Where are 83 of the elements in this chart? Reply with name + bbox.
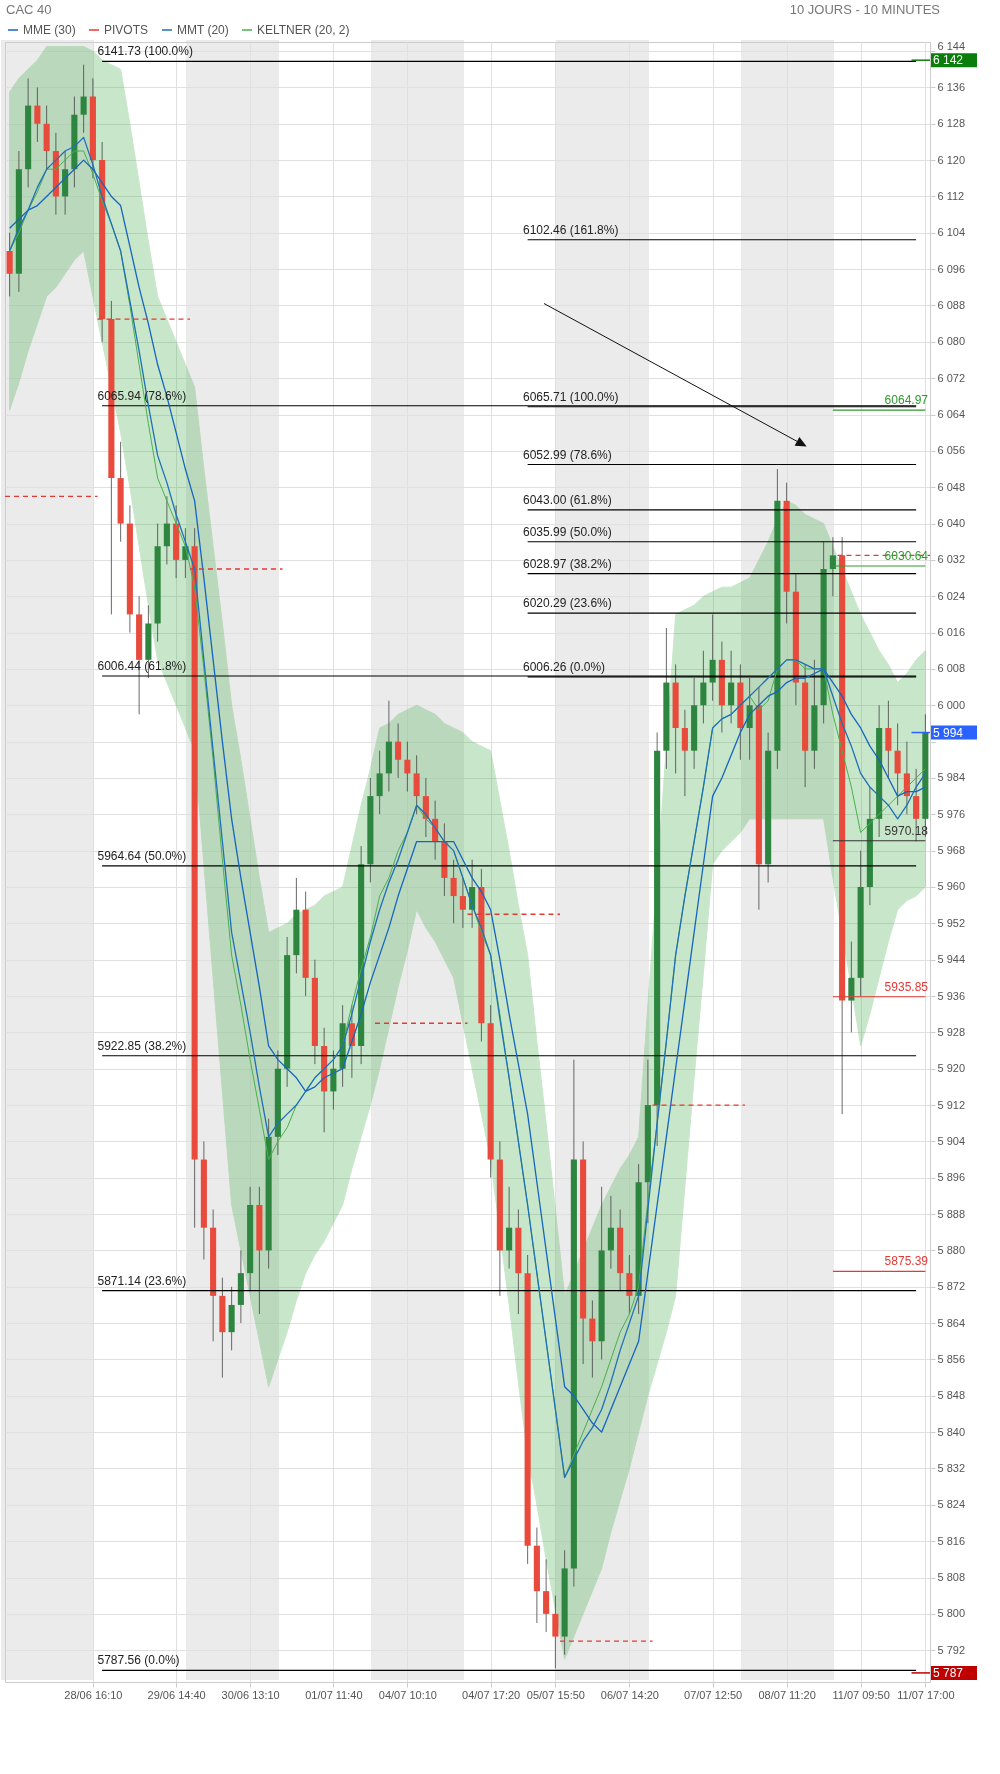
- y-tick-label: 6 040: [937, 517, 966, 530]
- x-tick-label: 30/06 13:10: [221, 1688, 280, 1701]
- legend-label: PIVOTS: [104, 23, 149, 37]
- y-tick-label: 5 840: [937, 1425, 966, 1438]
- y-tick-label: 5 816: [937, 1534, 966, 1547]
- annotation: 6052.99 (78.6%): [523, 447, 612, 462]
- x-tick-label: 04/07 10:10: [378, 1688, 437, 1701]
- x-tick-label: 11/07 17:00: [897, 1688, 955, 1701]
- y-tick-label: 6 104: [937, 226, 966, 239]
- annotation: 6020.29 (23.6%): [523, 596, 612, 611]
- y-tick-label: 5 920: [937, 1062, 966, 1075]
- y-tick-label: 5 896: [937, 1171, 966, 1184]
- y-tick-label: 5 880: [937, 1243, 966, 1256]
- y-tick-label: 5 976: [937, 807, 966, 820]
- y-tick-label: 5 856: [937, 1352, 966, 1365]
- y-tick-label: 6 096: [937, 262, 966, 275]
- y-tick-label: 5 800: [937, 1607, 966, 1620]
- chart-subtitle: 10 JOURS - 10 MINUTES: [789, 2, 940, 19]
- y-tick-label: 6 088: [937, 298, 966, 311]
- y-tick-label: 6 032: [937, 553, 966, 566]
- annotation: 6006.26 (0.0%): [523, 659, 606, 674]
- y-tick-label: 6 112: [937, 189, 965, 202]
- y-tick-label: 5 824: [937, 1498, 966, 1511]
- x-tick-label: 04/07 17:20: [462, 1688, 521, 1701]
- y-tick-label: 6 064: [937, 408, 966, 421]
- y-tick-label: 5 832: [937, 1461, 966, 1474]
- legend-label: MME (30): [23, 23, 76, 37]
- y-tick-label: 5 864: [937, 1316, 966, 1329]
- x-tick-label: 11/07 09:50: [832, 1688, 890, 1701]
- y-tick-label: 6 128: [937, 117, 966, 130]
- y-tick-label: 5 968: [937, 844, 966, 857]
- y-tick-label: 5 936: [937, 989, 966, 1002]
- annotation: 5935.85: [884, 979, 929, 994]
- annotation: 6065.71 (100.0%): [523, 389, 619, 404]
- y-tick-label: 6 136: [937, 80, 966, 93]
- annotation: 6141.73 (100.0%): [97, 44, 193, 59]
- chart-title: CAC 40: [6, 2, 52, 19]
- annotation: 5964.64 (50.0%): [97, 848, 187, 863]
- annotation: 6064.97: [884, 393, 929, 408]
- legend-label: KELTNER (20, 2): [257, 23, 350, 37]
- y-tick-label: 5 960: [937, 880, 966, 893]
- y-tick-label: 5 792: [937, 1643, 966, 1656]
- y-tick-label: 6 024: [937, 589, 966, 602]
- y-tick-label: 6 056: [937, 444, 966, 457]
- y-tick-label: 6 000: [937, 698, 966, 711]
- y-tick-label: 5 944: [937, 953, 966, 966]
- x-tick-label: 29/06 14:40: [147, 1688, 206, 1701]
- y-tick-label: 6 144: [937, 39, 966, 52]
- y-tick-label: 6 072: [937, 371, 966, 384]
- ref-line-label: 6 142: [933, 53, 964, 68]
- y-tick-label: 5 952: [937, 916, 966, 929]
- annotation: 5922.85 (38.2%): [97, 1038, 187, 1053]
- y-tick-label: 5 904: [937, 1134, 966, 1147]
- annotation: 5787.56 (0.0%): [97, 1653, 180, 1668]
- y-tick-label: 5 912: [937, 1098, 966, 1111]
- x-tick-label: 01/07 11:40: [305, 1688, 363, 1701]
- annotation: 5875.39: [884, 1254, 929, 1269]
- legend-label: MMT (20): [177, 23, 229, 37]
- annotation: 6028.97 (38.2%): [523, 556, 612, 571]
- annotation: 6030.64: [884, 549, 929, 564]
- x-tick-label: 05/07 15:50: [526, 1688, 585, 1701]
- annotation: 6102.46 (161.8%): [523, 222, 619, 237]
- annotation: 6035.99 (50.0%): [523, 524, 612, 539]
- annotation: 6043.00 (61.8%): [523, 492, 612, 507]
- y-tick-label: 5 848: [937, 1389, 966, 1402]
- x-tick-label: 06/07 14:20: [600, 1688, 659, 1701]
- y-tick-label: 5 888: [937, 1207, 966, 1220]
- y-tick-label: 6 016: [937, 626, 966, 639]
- x-tick-label: 28/06 16:10: [64, 1688, 123, 1701]
- y-tick-label: 5 872: [937, 1280, 966, 1293]
- y-tick-label: 6 120: [937, 153, 966, 166]
- x-tick-label: 08/07 11:20: [758, 1688, 816, 1701]
- ref-line-label: 5 994: [933, 725, 964, 740]
- annotation: 5871.14 (23.6%): [97, 1273, 187, 1288]
- y-tick-label: 6 048: [937, 480, 966, 493]
- x-tick-label: 07/07 12:50: [684, 1688, 743, 1701]
- annotation: 6006.44 (61.8%): [97, 659, 187, 674]
- y-tick-label: 6 008: [937, 662, 966, 675]
- y-tick-label: 5 984: [937, 771, 966, 784]
- y-tick-label: 6 080: [937, 335, 966, 348]
- ref-line-label: 5 787: [933, 1665, 964, 1680]
- y-tick-label: 5 808: [937, 1571, 966, 1584]
- y-tick-label: 5 928: [937, 1025, 966, 1038]
